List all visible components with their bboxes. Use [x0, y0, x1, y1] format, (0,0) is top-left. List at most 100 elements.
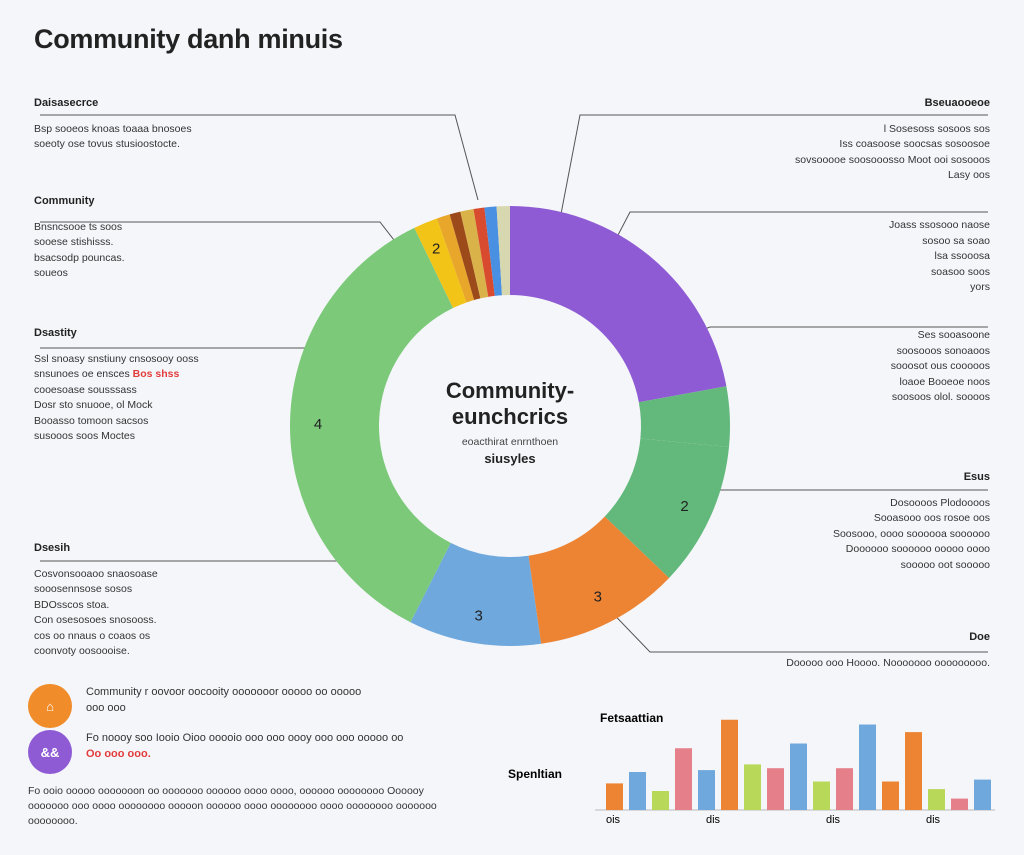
annotation-line: Bsp sooeos knoas toaaa bnosoes — [34, 122, 192, 135]
donut-slice — [414, 218, 467, 309]
donut-center-label: Community- eunchcrics eoacthirat enrntho… — [400, 378, 620, 466]
bar-label-top: Fetsaattian — [600, 711, 663, 725]
annotation-line: Dooooo ooo Hoooo. Nooooooo ooooooooo. — [786, 656, 990, 669]
slice-label: 3 — [475, 607, 483, 624]
feature-row-group: && Fo noooy soo Iooio Oioo ooooio ooo oo… — [28, 730, 466, 774]
donut-slice — [449, 211, 481, 301]
annotation-right-4: Esus Dosoooos Plodoooos Sooasooo oos ros… — [720, 470, 990, 573]
annotation-line: Lasy oos — [947, 169, 990, 181]
bar — [744, 764, 761, 810]
annotation-line: sosoo sa soao — [922, 234, 990, 247]
annotation-line: cos oo nnaus o coaos os — [34, 629, 151, 642]
annotation-line: sooosennsose sosos — [34, 583, 133, 595]
annotation-left-1: Daisasecrce Bsp sooeos knoas toaaa bnoso… — [34, 96, 264, 153]
annotation-line: Dosoooos Plodoooos — [890, 496, 990, 509]
bar — [698, 770, 715, 810]
slice-label: 2 — [432, 241, 440, 258]
donut-slice — [638, 386, 730, 448]
annotation-line: loaoe Booeoe noos — [899, 375, 991, 388]
annotation-line: sovsooooe soosooosso Moot ooi sosooos — [795, 153, 990, 166]
slice-label: 3 — [594, 589, 602, 606]
annotation-line: cooesoase sousssass — [34, 383, 137, 396]
annotation-line: susooos soos Moctes — [34, 430, 135, 442]
donut-slice — [460, 209, 489, 299]
annotation-right-2: Joass ssosooo naose sosoo sa soao lsa ss… — [720, 218, 990, 296]
bar — [928, 789, 945, 810]
bar — [652, 791, 669, 810]
annotation-line: sooese stishisss. — [34, 236, 114, 248]
x-tick-label: ois — [606, 814, 621, 826]
annotation-line: soasoo soos — [931, 265, 990, 278]
annotation-heading: Daisasecrce — [34, 97, 99, 109]
bar — [974, 779, 991, 810]
annotation-left-3: Dsastity Ssl snoasy snstiuny cnsosooy oo… — [34, 326, 264, 445]
annotation-left-2: Community Bnsncsooe ts soos sooese stish… — [34, 194, 264, 282]
annotation-line: Sooasooo oos rosoe oos — [873, 512, 990, 524]
annotation-line: Doooooo soooooo ooooo oooo — [845, 543, 990, 555]
annotation-heading: Esus — [963, 471, 990, 483]
annotation-line: yors — [970, 281, 990, 293]
annotation-heading: Bseuaooeoe — [924, 97, 990, 109]
donut-slice — [496, 206, 510, 296]
donut-slice — [510, 206, 727, 403]
center-caption: siusyles — [484, 451, 536, 466]
x-tick-label: dis — [826, 814, 841, 826]
slice-label: 4 — [314, 416, 322, 433]
annotation-heading: Dsesih — [34, 542, 71, 554]
center-title-line1: Community- — [445, 378, 575, 403]
group-icon: && — [28, 730, 72, 774]
slice-label: 2 — [680, 498, 688, 515]
bar — [951, 798, 968, 810]
bar-chart: Fetsaattian Spenltian ois dis dis dis — [508, 711, 995, 826]
bar-label-mid: Spenltian — [508, 767, 562, 781]
bar — [905, 732, 922, 810]
feature-text: Community r oovoor oocooity ooooooor ooo… — [86, 686, 362, 714]
bar — [721, 719, 738, 810]
donut-slice — [484, 206, 502, 296]
annotation-line: Soosooo, oooo soooooa soooooo — [832, 527, 990, 540]
annotation-left-4: Dsesih Cosvonsooaoo snaosoase sooosennso… — [34, 541, 264, 660]
annotation-line: Ses sooasoone — [917, 329, 990, 341]
bar — [836, 768, 853, 810]
annotation-right-5: Doe Dooooo ooo Hoooo. Nooooooo ooooooooo… — [720, 630, 990, 671]
annotation-line: BDOsscos stoa. — [34, 598, 110, 611]
bar — [675, 748, 692, 810]
leader-line — [40, 114, 479, 201]
annotation-heading: Dsastity — [34, 327, 77, 339]
annotation-line: l Sosesoss sosoos sos — [883, 122, 990, 135]
bar — [606, 783, 623, 810]
footnote: Fo ooio ooooo ooooooon oo ooooooo oooooo… — [28, 785, 437, 827]
x-tick-label: dis — [926, 814, 941, 826]
annotation-highlight: Bos shss — [132, 368, 180, 380]
annotation-line: coonvoty oosoooise. — [34, 645, 130, 657]
feature-row-community: ⌂ Community r oovoor oocooity ooooooor o… — [28, 684, 466, 728]
annotation-line: Joass ssosooo naose — [889, 219, 990, 231]
bar — [790, 743, 807, 810]
annotation-line: soueos — [34, 267, 68, 279]
x-tick-label: dis — [706, 814, 721, 826]
feature-highlight: Oo ooo ooo. — [86, 748, 151, 760]
annotation-line: Dosr sto snuooe, ol Mock — [34, 399, 153, 411]
annotation-line: Iss coasoose soocsas sosoosoe — [839, 138, 990, 150]
annotation-line: lsa ssooosa — [934, 250, 990, 262]
annotation-right-1: Bseuaooeoe l Sosesoss sosoos sos Iss coa… — [720, 96, 990, 184]
annotation-line: sooosot ous cooooos — [890, 360, 990, 372]
donut-slice — [604, 438, 729, 578]
annotation-line: Cosvonsooaoo snaosoase — [34, 567, 158, 580]
donut-slice — [473, 207, 495, 297]
annotation-line: Booasso tomoon sacsos — [34, 414, 149, 427]
annotation-line: soeoty ose tovus stusioostocte. — [34, 138, 180, 150]
center-title-line2: eunchcrics — [451, 404, 569, 429]
feature-text: Fo noooy soo Iooio Oioo ooooio ooo ooo o… — [86, 730, 466, 762]
center-subtitle: eoacthirat enrnthoen — [461, 436, 559, 448]
annotation-right-3: Ses sooasoone soosooos sonoaoos sooosot … — [720, 328, 990, 406]
bar — [882, 781, 899, 810]
annotation-line: Con osesosoes snosooss. — [34, 614, 157, 626]
annotation-line: soosoos olol. soooos — [891, 391, 990, 403]
donut-slice — [436, 214, 475, 303]
annotation-line: sooooo oot sooooo — [900, 558, 990, 571]
page-title: Community danh minuis — [34, 24, 343, 54]
annotation-line: soosooos sonoaoos — [896, 344, 990, 357]
annotation-line: bsacsodp pouncas. — [34, 251, 125, 264]
bar — [859, 724, 876, 810]
